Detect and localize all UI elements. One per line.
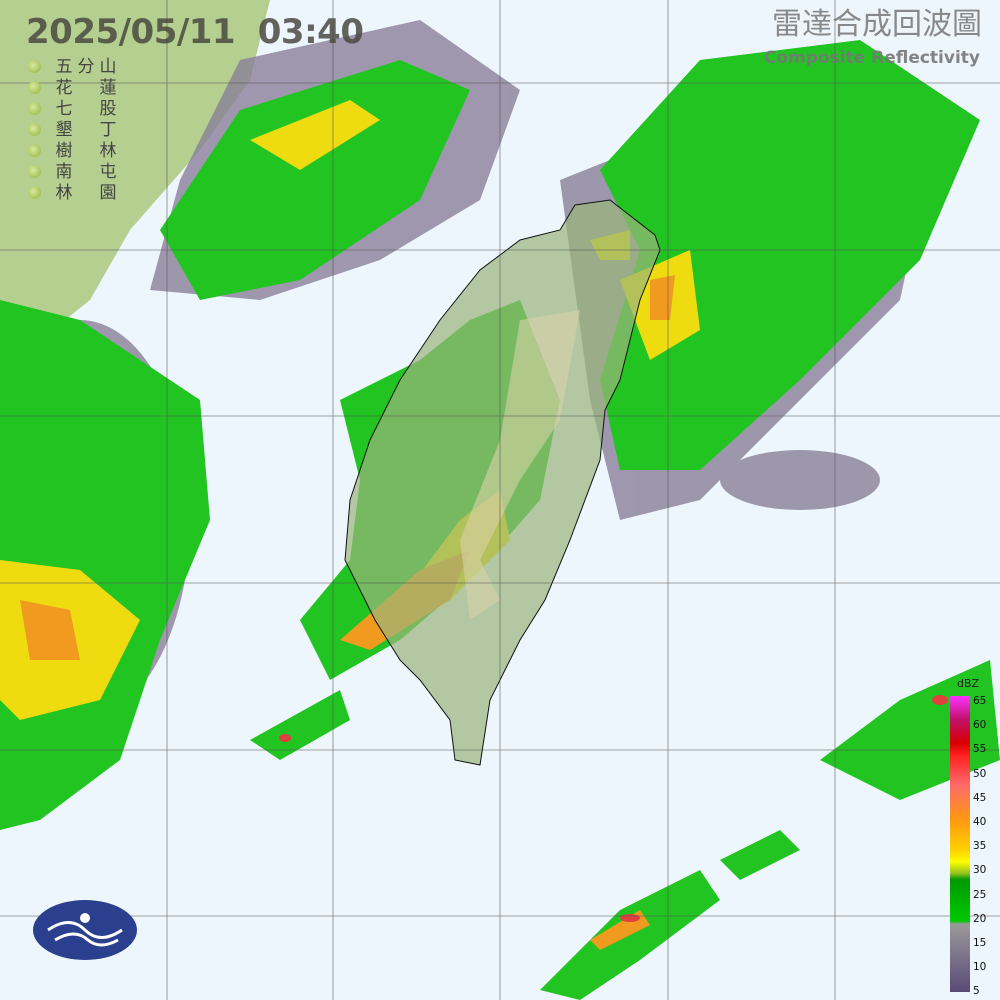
colorbar-tick-label: 10: [973, 961, 987, 974]
station-char: [75, 162, 97, 182]
station-dot-icon: [28, 123, 41, 136]
station-dot-icon: [28, 60, 41, 73]
colorbar-tick-label: 35: [973, 840, 987, 853]
station-char: 五: [55, 56, 73, 77]
china-coast: [0, 0, 270, 360]
title-english: Composite Reflectivity: [763, 48, 980, 68]
station-dot-icon: [28, 102, 41, 115]
title-chinese: 雷達合成回波圖: [772, 7, 982, 42]
colorbar-tick-label: 55: [973, 743, 987, 756]
station-char: 南: [55, 161, 73, 182]
station-char: [75, 99, 97, 119]
station-dot-icon: [28, 144, 41, 157]
station-char: 丁: [99, 119, 117, 140]
station-item: 花蓮: [28, 77, 119, 98]
station-char: 山: [99, 56, 117, 77]
radar-station-list: 五分山 花蓮 七股 墾丁 樹林 南屯 林園: [28, 56, 119, 203]
station-char: 股: [99, 98, 117, 119]
station-char: [75, 141, 97, 161]
station-char: 林: [55, 182, 73, 203]
mountains: [460, 310, 580, 620]
station-char: 花: [55, 77, 73, 98]
station-dot-icon: [28, 186, 41, 199]
station-item: 南屯: [28, 161, 119, 182]
station-char: 林: [99, 140, 117, 161]
colorbar-tick-label: 5: [973, 985, 980, 998]
colorbar-tick-label: 60: [973, 719, 987, 732]
colorbar-tick-label: 25: [973, 888, 987, 901]
station-char: 蓮: [99, 77, 117, 98]
cwa-logo: [33, 900, 137, 960]
colorbar: [950, 696, 970, 992]
station-char: 分: [77, 56, 95, 77]
colorbar-unit: dBZ: [957, 677, 980, 690]
station-dot-icon: [28, 165, 41, 178]
station-item: 七股: [28, 98, 119, 119]
station-char: [75, 78, 97, 98]
station-item: 五分山: [28, 56, 119, 77]
colorbar-tick-label: 45: [973, 791, 987, 804]
station-char: 園: [99, 182, 117, 203]
station-item: 林園: [28, 182, 119, 203]
red-echoes: [279, 695, 948, 922]
colorbar-tick-label: 30: [973, 864, 987, 877]
station-char: [75, 183, 97, 203]
station-char: 屯: [99, 161, 117, 182]
station-char: 墾: [55, 119, 73, 140]
station-char: [75, 120, 97, 140]
station-char: 樹: [55, 140, 73, 161]
colorbar-tick-label: 20: [973, 912, 987, 925]
colorbar-tick-label: 40: [973, 816, 987, 828]
colorbar-tick-label: 50: [973, 767, 987, 780]
station-item: 墾丁: [28, 119, 119, 140]
datetime-label: 2025/05/11 03:40: [26, 12, 364, 52]
colorbar-tick-label: 15: [973, 937, 987, 949]
station-char: 七: [55, 98, 73, 119]
station-dot-icon: [28, 81, 41, 94]
station-item: 樹林: [28, 140, 119, 161]
colorbar-tick-label: 65: [973, 695, 987, 707]
